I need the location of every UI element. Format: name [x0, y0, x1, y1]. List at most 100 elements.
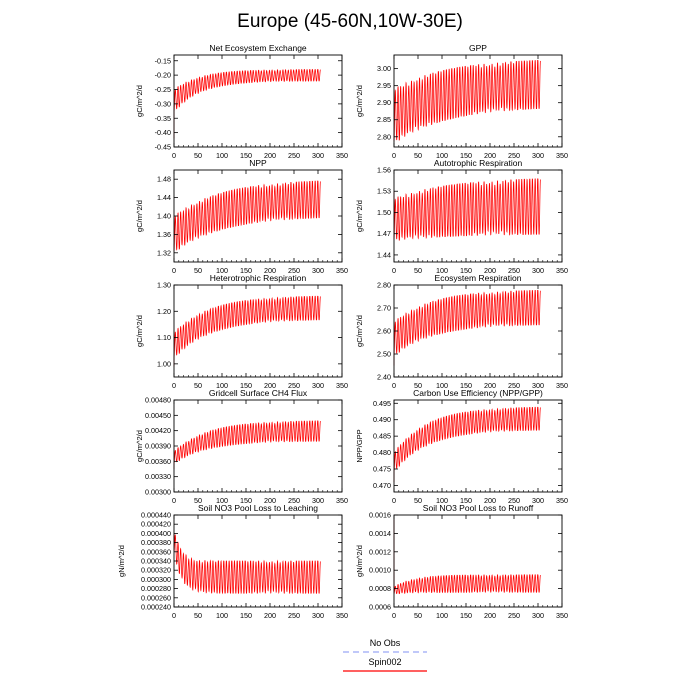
x-tick-label: 200: [484, 266, 496, 275]
x-tick-label: 50: [414, 496, 422, 505]
y-tick-label: -0.20: [155, 71, 171, 80]
panel-net-ecosystem-exchange: Net Ecosystem Exchange 0 50 100 150 200 250 300…: [135, 43, 348, 160]
x-tick-label: 150: [240, 151, 252, 160]
y-tick-label: 0.00360: [145, 457, 171, 466]
y-tick-label: 2.85: [377, 115, 391, 124]
y-tick-label: 0.480: [373, 448, 391, 457]
x-tick-label: 200: [484, 151, 496, 160]
y-tick-label: 0.00420: [145, 426, 171, 435]
panel-gpp: GPP 0 50 100 150 200 250 300 350 2.80 2.85 2.90 2.95…: [355, 43, 568, 160]
x-tick-label: 50: [194, 151, 202, 160]
x-tick-label: 50: [194, 266, 202, 275]
y-tick-label: 0.000440: [141, 511, 171, 520]
x-tick-label: 50: [414, 266, 422, 275]
y-tick-label: 0.000400: [141, 529, 171, 538]
plot-frame: [173, 54, 343, 148]
y-tick-label: 0.0014: [369, 529, 391, 538]
y-tick-label: 1.00: [157, 359, 171, 368]
y-tick-label: 1.56: [377, 166, 391, 175]
x-tick-label: 150: [240, 266, 252, 275]
series-line-spin002: [173, 533, 321, 595]
x-tick-label: 200: [264, 151, 276, 160]
y-tick-label: -0.40: [155, 128, 171, 137]
y-tick-label: 0.000380: [141, 538, 171, 547]
y-tick-label: 1.48: [157, 175, 171, 184]
x-tick-label: 200: [484, 611, 496, 620]
x-tick-label: 0: [172, 611, 176, 620]
x-tick-label: 0: [172, 381, 176, 390]
panel-title: Ecosystem Respiration: [435, 273, 522, 283]
y-tick-label: 2.40: [377, 373, 391, 382]
x-tick-label: 250: [508, 381, 520, 390]
series-line-spin002: [393, 519, 541, 595]
x-tick-label: 350: [336, 266, 348, 275]
series-line-spin002: [393, 178, 541, 241]
x-tick-label: 350: [336, 151, 348, 160]
series-line-spin002: [173, 180, 321, 252]
x-tick-label: 250: [288, 611, 300, 620]
x-tick-label: 300: [312, 151, 324, 160]
series-line-spin002: [173, 295, 321, 367]
panel-title: Gridcell Surface CH4 Flux: [209, 388, 308, 398]
x-tick-label: 200: [264, 266, 276, 275]
y-tick-label: 0.000340: [141, 557, 171, 566]
x-tick-label: 0: [392, 611, 396, 620]
y-tick-label: 0.00390: [145, 442, 171, 451]
y-tick-label: 3.00: [377, 64, 391, 73]
panel-title: GPP: [469, 43, 487, 53]
y-tick-label: 0.0010: [369, 566, 391, 575]
y-axis-label: gC/m^2/d: [135, 85, 144, 117]
x-tick-label: 200: [264, 496, 276, 505]
panel-title: NPP: [249, 158, 267, 168]
x-tick-label: 0: [172, 266, 176, 275]
x-tick-label: 100: [436, 151, 448, 160]
y-tick-label: 0.000320: [141, 566, 171, 575]
y-tick-label: 0.000260: [141, 593, 171, 602]
y-tick-label: -0.45: [155, 143, 171, 152]
x-tick-label: 50: [414, 151, 422, 160]
y-axis-label: gC/m^2/d: [355, 200, 364, 232]
y-tick-label: 0.00330: [145, 472, 171, 481]
x-tick-label: 200: [484, 381, 496, 390]
y-axis-label: gC/m^2/d: [135, 200, 144, 232]
y-tick-label: -0.30: [155, 99, 171, 108]
panel-gridcell-surface-ch4-flux: Gridcell Surface CH4 Flux 0 50 100 150 200 250…: [135, 388, 348, 505]
y-tick-label: 0.000280: [141, 584, 171, 593]
plot-frame: [173, 399, 343, 493]
y-tick-label: 0.000300: [141, 575, 171, 584]
x-tick-label: 350: [336, 381, 348, 390]
y-axis-label: gC/m^2/d: [355, 85, 364, 117]
y-tick-label: 0.000240: [141, 603, 171, 612]
panel-soil-no3-pool-loss-to-runoff: Soil NO3 Pool Loss to Runoff 0 50 100 150 200…: [355, 503, 568, 620]
panel-title: Soil NO3 Pool Loss to Runoff: [423, 503, 534, 513]
x-tick-label: 150: [460, 266, 472, 275]
x-tick-label: 150: [460, 496, 472, 505]
panel-title: Net Ecosystem Exchange: [209, 43, 307, 53]
x-tick-label: 300: [312, 496, 324, 505]
x-tick-label: 100: [436, 266, 448, 275]
y-tick-label: 1.30: [157, 281, 171, 290]
y-tick-label: 0.0008: [369, 584, 391, 593]
panel-autotrophic-respiration: Autotrophic Respiration 0 50 100 150 200 250 30…: [355, 158, 568, 275]
legend: No Obs Spin002: [343, 638, 427, 672]
y-tick-label: 0.0006: [369, 603, 391, 612]
x-tick-label: 250: [288, 381, 300, 390]
y-tick-label: 1.32: [157, 248, 171, 257]
y-tick-label: 0.475: [373, 465, 391, 474]
plot-frame: [173, 284, 343, 378]
x-tick-label: 250: [508, 266, 520, 275]
x-tick-label: 150: [460, 381, 472, 390]
series-line-spin002: [393, 406, 541, 483]
y-tick-label: 1.47: [377, 229, 391, 238]
x-tick-label: 300: [312, 381, 324, 390]
x-tick-label: 100: [216, 496, 228, 505]
x-tick-label: 50: [194, 611, 202, 620]
panel-title: Carbon Use Efficiency (NPP/GPP): [413, 388, 543, 398]
y-tick-label: -0.25: [155, 85, 171, 94]
y-tick-label: 1.44: [157, 193, 171, 202]
series-line-spin002: [393, 60, 541, 142]
y-tick-label: 2.70: [377, 304, 391, 313]
x-tick-label: 100: [216, 151, 228, 160]
x-tick-label: 150: [240, 381, 252, 390]
